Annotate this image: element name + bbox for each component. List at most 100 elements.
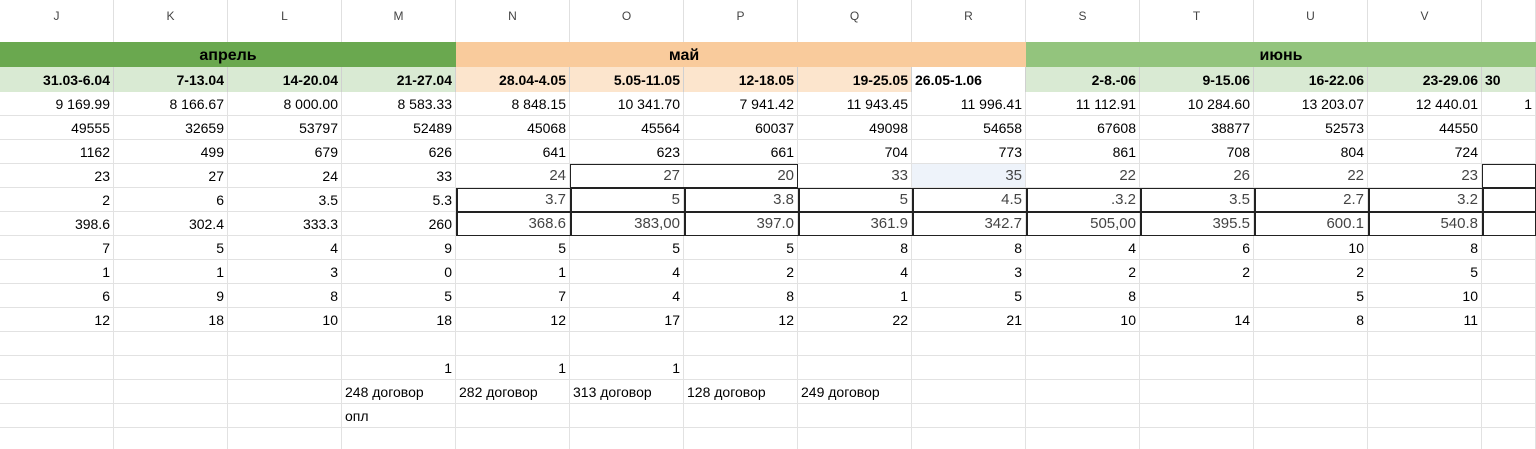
grid-cell[interactable]: 14 — [1140, 308, 1254, 332]
grid-cell[interactable]: 2.7 — [1254, 188, 1368, 212]
grid-cell[interactable]: 1162 — [0, 140, 114, 164]
grid-cell[interactable]: 23 — [0, 164, 114, 188]
month-band-april[interactable]: апрель — [0, 42, 456, 67]
week-header-cell[interactable]: 5.05-11.05 — [570, 67, 684, 92]
grid-cell[interactable] — [1482, 116, 1536, 140]
week-header-cell[interactable]: 21-27.04 — [342, 67, 456, 92]
grid-cell[interactable] — [114, 332, 228, 356]
grid-cell[interactable]: 2 — [0, 188, 114, 212]
grid-cell-empty[interactable] — [0, 428, 114, 449]
grid-cell[interactable]: 18 — [114, 308, 228, 332]
column-header-o[interactable]: O — [570, 0, 684, 42]
grid-cell[interactable] — [912, 380, 1026, 404]
grid-cell[interactable]: 44550 — [1368, 116, 1482, 140]
grid-cell[interactable]: 2 — [1140, 260, 1254, 284]
grid-cell[interactable]: 10 — [1368, 284, 1482, 308]
grid-cell[interactable]: 2 — [1254, 260, 1368, 284]
grid-cell[interactable]: 9 169.99 — [0, 92, 114, 116]
grid-cell[interactable]: 249 договор — [798, 380, 912, 404]
grid-cell[interactable] — [798, 332, 912, 356]
grid-cell[interactable] — [1026, 404, 1140, 428]
grid-cell[interactable]: 8 583.33 — [342, 92, 456, 116]
grid-cell[interactable] — [1140, 284, 1254, 308]
column-header-t[interactable]: T — [1140, 0, 1254, 42]
grid-cell[interactable]: 361.9 — [798, 212, 912, 236]
grid-cell[interactable]: 27 — [570, 164, 684, 188]
week-header-cell[interactable]: 14-20.04 — [228, 67, 342, 92]
grid-cell[interactable] — [114, 380, 228, 404]
grid-cell[interactable]: 8 — [798, 236, 912, 260]
grid-cell[interactable]: 7 — [456, 284, 570, 308]
grid-cell[interactable]: 1 — [1482, 92, 1536, 116]
grid-cell[interactable]: 1 — [456, 260, 570, 284]
grid-cell[interactable]: 10 — [1026, 308, 1140, 332]
grid-cell[interactable]: 45068 — [456, 116, 570, 140]
grid-cell[interactable] — [1482, 308, 1536, 332]
grid-cell[interactable]: 52573 — [1254, 116, 1368, 140]
grid-cell[interactable]: 5 — [456, 236, 570, 260]
grid-cell-empty[interactable] — [1482, 428, 1536, 449]
grid-cell[interactable]: 10 341.70 — [570, 92, 684, 116]
grid-cell[interactable]: 5 — [684, 236, 798, 260]
grid-cell[interactable]: 3 — [228, 260, 342, 284]
grid-cell[interactable]: 11 943.45 — [798, 92, 912, 116]
grid-cell[interactable]: 21 — [912, 308, 1026, 332]
grid-cell[interactable]: 49098 — [798, 116, 912, 140]
grid-cell[interactable]: 27 — [114, 164, 228, 188]
grid-cell[interactable] — [1482, 188, 1536, 212]
grid-cell[interactable] — [570, 332, 684, 356]
grid-cell[interactable]: 17 — [570, 308, 684, 332]
grid-cell[interactable]: 383,00 — [570, 212, 684, 236]
grid-cell[interactable] — [228, 380, 342, 404]
grid-cell[interactable]: 10 284.60 — [1140, 92, 1254, 116]
grid-cell[interactable] — [1368, 356, 1482, 380]
grid-cell[interactable]: 773 — [912, 140, 1026, 164]
grid-cell[interactable]: 4 — [570, 284, 684, 308]
grid-cell[interactable]: .3.2 — [1026, 188, 1140, 212]
grid-cell[interactable] — [684, 356, 798, 380]
grid-cell[interactable]: 11 996.41 — [912, 92, 1026, 116]
grid-cell[interactable]: 35 — [912, 164, 1026, 188]
grid-cell[interactable]: 12 — [684, 308, 798, 332]
grid-cell[interactable] — [1026, 332, 1140, 356]
grid-cell[interactable]: 8 000.00 — [228, 92, 342, 116]
grid-cell[interactable]: 33 — [798, 164, 912, 188]
grid-cell[interactable]: 641 — [456, 140, 570, 164]
grid-cell[interactable]: 8 — [1026, 284, 1140, 308]
grid-cell[interactable]: 8 — [912, 236, 1026, 260]
grid-cell[interactable]: 20 — [684, 164, 798, 188]
grid-cell[interactable] — [912, 332, 1026, 356]
grid-cell[interactable] — [1482, 332, 1536, 356]
grid-cell[interactable] — [1140, 356, 1254, 380]
grid-cell[interactable]: опл — [342, 404, 456, 428]
month-band-may[interactable]: май — [456, 42, 912, 67]
grid-cell[interactable]: 3.5 — [228, 188, 342, 212]
week-header-cell[interactable]: 23-29.06 — [1368, 67, 1482, 92]
grid-cell[interactable]: 26 — [1140, 164, 1254, 188]
grid-cell[interactable]: 3.7 — [456, 188, 570, 212]
grid-cell[interactable]: 9 — [342, 236, 456, 260]
week-header-cell[interactable]: 2-8.-06 — [1026, 67, 1140, 92]
column-header-k[interactable]: K — [114, 0, 228, 42]
grid-cell[interactable]: 4 — [228, 236, 342, 260]
grid-cell-empty[interactable] — [1254, 428, 1368, 449]
grid-cell[interactable] — [1482, 140, 1536, 164]
column-header-v[interactable]: V — [1368, 0, 1482, 42]
grid-cell[interactable]: 1 — [114, 260, 228, 284]
grid-cell[interactable] — [1482, 380, 1536, 404]
grid-cell[interactable]: 12 — [0, 308, 114, 332]
column-header-m[interactable]: M — [342, 0, 456, 42]
grid-cell-empty[interactable] — [114, 428, 228, 449]
grid-cell[interactable]: 1 — [798, 284, 912, 308]
grid-cell[interactable]: 2 — [684, 260, 798, 284]
grid-cell-empty[interactable] — [456, 428, 570, 449]
grid-cell[interactable]: 3.2 — [1368, 188, 1482, 212]
week-header-cell[interactable]: 28.04-4.05 — [456, 67, 570, 92]
grid-cell[interactable]: 4 — [570, 260, 684, 284]
column-header-l[interactable]: L — [228, 0, 342, 42]
grid-cell[interactable] — [0, 380, 114, 404]
week-header-cell[interactable]: 12-18.05 — [684, 67, 798, 92]
grid-cell[interactable]: 5 — [114, 236, 228, 260]
grid-cell[interactable] — [0, 332, 114, 356]
grid-cell[interactable]: 282 договор — [456, 380, 570, 404]
